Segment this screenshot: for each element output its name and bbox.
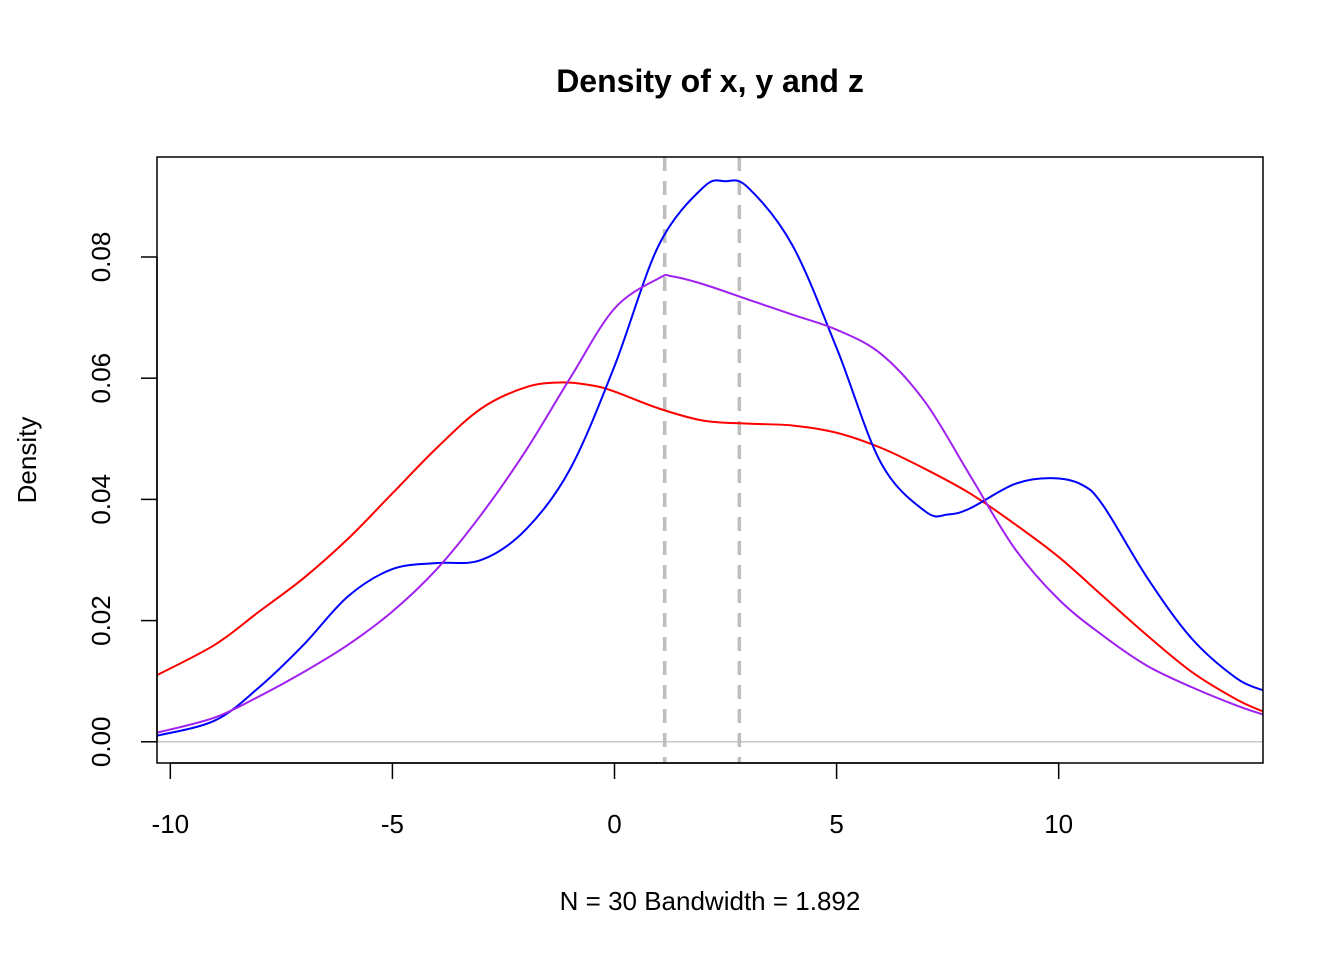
x-axis-label: N = 30 Bandwidth = 1.892: [560, 886, 861, 916]
x-tick-label-0: -10: [152, 809, 190, 839]
y-tick-label-1: 0.02: [86, 595, 116, 646]
density-curve-1: [157, 381, 1263, 713]
x-tick-label-2: 0: [607, 809, 621, 839]
plot-frame: [156, 156, 1264, 764]
y-tick-label-0: 0.00: [86, 716, 116, 767]
x-tick-label-1: -5: [381, 809, 404, 839]
y-tick-label-4: 0.08: [86, 232, 116, 283]
plot-area: -10 -5 0 5 10 0.00 0.02 0.04 0.06 0.08: [86, 156, 1264, 839]
y-tick-label-3: 0.06: [86, 353, 116, 404]
y-tick-label-2: 0.04: [86, 474, 116, 525]
x-tick-label-4: 10: [1044, 809, 1073, 839]
x-tick-label-3: 5: [829, 809, 843, 839]
density-curve-2: [157, 179, 1263, 737]
density-curve-3: [157, 273, 1263, 734]
y-axis-label: Density: [12, 417, 42, 504]
chart-title: Density of x, y and z: [556, 63, 864, 99]
